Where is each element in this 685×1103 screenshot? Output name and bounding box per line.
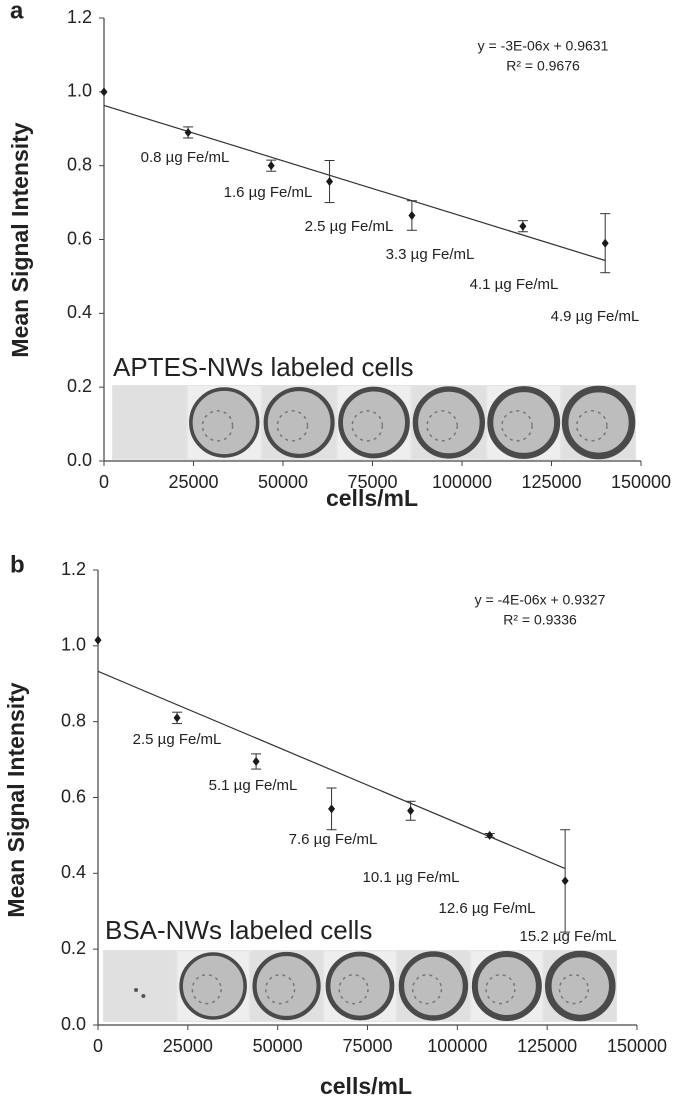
y-tick-label: 0.4 [61, 862, 86, 882]
concentration-label: 12.6 µg Fe/mL [438, 900, 535, 917]
x-tick-label: 75000 [347, 472, 397, 492]
panel-label: a [10, 0, 24, 24]
cell-pellet [471, 951, 542, 1021]
concentration-label: 2.5 µg Fe/mL [133, 731, 222, 748]
concentration-label: 4.1 µg Fe/mL [470, 276, 559, 293]
y-tick-label: 1.2 [61, 559, 86, 579]
cell-pellet-texture [501, 410, 533, 442]
cell-pellet [263, 386, 335, 459]
x-tick-label: 50000 [258, 472, 308, 492]
concentration-label: 3.3 µg Fe/mL [386, 246, 475, 263]
y-tick-label: 0.8 [61, 710, 86, 730]
x-axis-title: cells/mL [320, 1073, 412, 1099]
x-tick-label: 150000 [611, 472, 671, 492]
panel-label: b [10, 551, 25, 578]
y-tick-label: 0.0 [67, 450, 92, 470]
cell-pellet-texture [351, 410, 384, 442]
x-tick-label: 125000 [517, 1036, 577, 1056]
cell-pellet [179, 952, 247, 1020]
data-point [267, 161, 275, 171]
cell-pellet [325, 951, 395, 1021]
concentration-label: 5.1 µg Fe/mL [209, 777, 298, 794]
x-tick-label: 100000 [427, 1036, 487, 1056]
cell-pellet-texture [411, 974, 443, 1005]
y-tick-label: 1.2 [67, 7, 92, 27]
data-point [94, 635, 102, 645]
y-tick-label: 0.6 [67, 228, 92, 248]
y-tick-label: 0.2 [67, 376, 92, 396]
cell-pellet [338, 386, 410, 459]
y-axis-title: Mean Signal Intensity [3, 682, 29, 917]
concentration-label: 2.5 µg Fe/mL [305, 218, 394, 235]
y-tick-label: 0.0 [61, 1014, 86, 1034]
concentration-label: 15.2 µg Fe/mL [519, 928, 616, 945]
data-point [184, 127, 192, 137]
x-tick-label: 0 [99, 472, 109, 492]
data-point [252, 756, 260, 766]
trend-equation: y = -4E-06x + 0.9327 [475, 592, 606, 608]
x-tick-label: 75000 [342, 1036, 392, 1056]
y-tick-label: 0.6 [61, 786, 86, 806]
cell-pellet [487, 386, 561, 459]
x-tick-label: 0 [93, 1036, 103, 1056]
concentration-label: 10.1 µg Fe/mL [362, 869, 459, 886]
trend-equation: y = -3E-06x + 0.9631 [478, 38, 609, 54]
cell-pellet [561, 385, 636, 460]
cell-pellet-texture [485, 974, 516, 1005]
data-point [486, 830, 494, 840]
data-point [561, 876, 569, 886]
x-tick-label: 150000 [607, 1036, 667, 1056]
trend-r2: R² = 0.9336 [503, 612, 577, 628]
data-point [407, 806, 415, 816]
x-tick-label: 25000 [168, 472, 218, 492]
concentration-label: 7.6 µg Fe/mL [289, 831, 378, 848]
speck [141, 994, 146, 998]
x-tick-label: 50000 [253, 1036, 303, 1056]
y-tick-label: 0.4 [67, 302, 92, 322]
cell-pellet-texture [276, 410, 309, 442]
data-point [519, 221, 527, 231]
y-tick-label: 0.2 [61, 938, 86, 958]
cell-pellet-texture [558, 974, 590, 1005]
x-tick-label: 100000 [432, 472, 492, 492]
cell-pellet-texture [201, 410, 234, 442]
cell-pellet-texture [338, 974, 369, 1005]
trend-r2: R² = 0.9676 [506, 58, 580, 74]
x-tick-label: 25000 [163, 1036, 213, 1056]
cell-pellet [398, 951, 469, 1021]
inset-label: BSA-NWs labeled cells [105, 915, 372, 945]
speck [134, 988, 139, 992]
y-axis-title: Mean Signal Intensity [7, 122, 33, 357]
concentration-label: 1.6 µg Fe/mL [224, 184, 313, 201]
inset-label: APTES-NWs labeled cells [113, 352, 414, 382]
cell-pellet-texture [265, 974, 296, 1005]
data-point [100, 87, 108, 97]
cell-pellet-texture [191, 974, 222, 1005]
cell-pellet [252, 951, 321, 1021]
cell-image-frame [104, 951, 176, 1021]
cell-pellet [412, 386, 485, 459]
cell-pellet-texture [576, 410, 608, 442]
data-point [173, 713, 181, 723]
cell-pellet-texture [426, 410, 458, 442]
data-point [326, 177, 334, 187]
y-tick-label: 1.0 [61, 635, 86, 655]
y-tick-label: 0.8 [67, 154, 92, 174]
y-tick-label: 1.0 [67, 81, 92, 101]
data-point [601, 238, 609, 248]
concentration-label: 4.9 µg Fe/mL [551, 308, 640, 325]
cell-pellet [544, 950, 616, 1022]
data-point [408, 211, 416, 221]
x-tick-label: 125000 [521, 472, 581, 492]
concentration-label: 0.8 µg Fe/mL [141, 149, 230, 166]
x-axis-title: cells/mL [326, 485, 418, 511]
cell-pellet [189, 387, 260, 458]
cell-image-frame [113, 386, 186, 459]
data-point [328, 804, 336, 814]
trendline [103, 104, 606, 262]
